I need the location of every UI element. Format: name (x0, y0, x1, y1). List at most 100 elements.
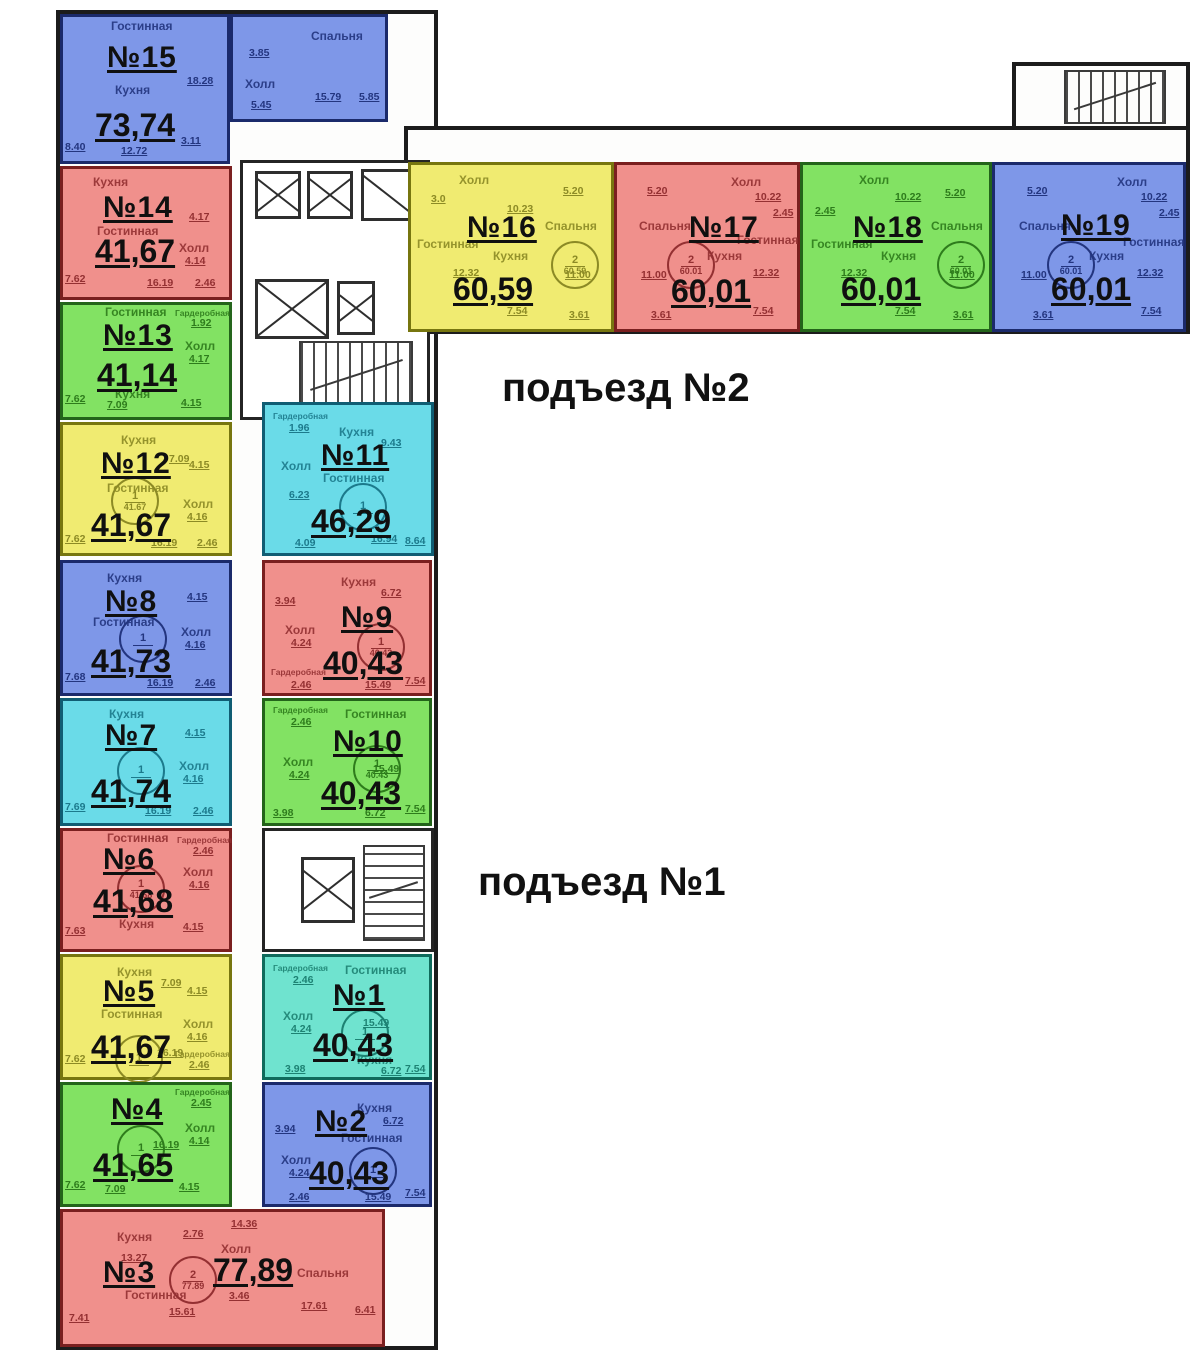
apartment-number: №14 (103, 191, 173, 224)
dim-label: 6.72 (383, 1115, 404, 1127)
dim-label: 6.23 (289, 489, 310, 501)
dim-label: 10.22 (1141, 191, 1168, 203)
room-label: Спальня (639, 219, 691, 233)
dim-label: 2.45 (815, 205, 836, 217)
room-label: Холл (183, 1017, 214, 1031)
dim-label: 16.19 (147, 677, 174, 689)
apartment-number: №5 (103, 975, 156, 1008)
dim-label: 15.49 (365, 679, 392, 691)
room-label: Холл (731, 175, 762, 189)
room-count-badge: 1 (117, 1125, 165, 1173)
apartment-area: 41,67 (91, 507, 172, 543)
room-label: Холл (285, 623, 316, 637)
dim-label: 4.14 (189, 1135, 210, 1147)
room-label: Гостинная (1123, 235, 1185, 249)
apartment-12: Кухня 7.09 №12 4.15 Гостинная 1 41.67 Хол… (60, 422, 232, 556)
badge-area: 60.59 (563, 265, 587, 276)
room-label: Гостинная (97, 224, 159, 238)
badge-area: 60.01 (1059, 265, 1083, 276)
dim-label: 7.54 (405, 1063, 426, 1075)
dim-label: 7.09 (161, 977, 182, 989)
apartment-area: 40,43 (323, 645, 404, 681)
dim-label: 5.20 (945, 187, 966, 199)
badge-area: 40.43 (365, 769, 389, 780)
apartment-area: 41,65 (93, 1147, 174, 1183)
room-label: Гардеробная (271, 667, 326, 677)
room-label: Спальня (311, 29, 363, 43)
apartment-number: №18 (853, 211, 923, 244)
dim-label: 15.49 (373, 763, 400, 775)
apartment-area: 60,59 (453, 271, 534, 307)
dim-label: 14.36 (231, 1218, 258, 1230)
room-label: Гардеробная (175, 308, 230, 318)
dim-label: 10.23 (507, 203, 534, 215)
apartment-number: №13 (103, 319, 173, 352)
dim-label: 4.15 (185, 727, 206, 739)
room-label: Кухня (109, 707, 145, 721)
room-label: Кухня (115, 387, 151, 401)
dim-label: 2.46 (189, 1059, 210, 1071)
apartment-15: Гостинная №15 18.28 Кухня 73,74 8.40 12.… (60, 14, 230, 164)
dim-label: 7.54 (405, 675, 426, 687)
entrance-1-label: подъезд №1 (478, 860, 726, 904)
dim-label: 2.46 (291, 679, 312, 691)
apartment-number: №4 (111, 1093, 164, 1126)
dim-label: 16.19 (145, 805, 172, 817)
apartment-area: 73,74 (95, 107, 176, 143)
room-label: Кухня (93, 175, 129, 189)
room-count: 1 (124, 490, 146, 503)
dim-label: 4.09 (295, 537, 316, 549)
apartment-area: 60,01 (841, 271, 922, 307)
room-count: 1 (130, 764, 152, 778)
apartment-area: 41,67 (91, 1029, 172, 1065)
room-label: Холл (283, 1009, 314, 1023)
dim-label: 2.46 (193, 805, 214, 817)
room-count: 1 (354, 1026, 376, 1040)
dim-label: 5.20 (563, 185, 584, 197)
elevator-icon (307, 171, 353, 219)
dim-label: 4.24 (291, 1023, 312, 1035)
apartment-9: Кухня 6.72 №9 3.94 Холл 4.24 1 40.43 40,4… (262, 560, 432, 696)
room-label: Кухня (707, 249, 743, 263)
dim-label: 7.54 (895, 305, 916, 317)
dim-label: 4.15 (187, 985, 208, 997)
apartment-10: Гардеробная 2.46 Гостинная №10 Холл 4.24… (262, 698, 432, 826)
room-label: Гостинная (417, 237, 479, 251)
dim-label: 11.00 (641, 269, 667, 281)
room-count-badge: 1 41.67 (111, 477, 159, 525)
dim-label: 4.24 (289, 1167, 310, 1179)
room-count: 1 (132, 632, 154, 646)
badge-area: 77.89 (181, 1280, 205, 1291)
apartment-4: №4 Гардеробная 2.45 Холл 4.14 1 16.19 41… (60, 1082, 232, 1207)
dim-label: 15.61 (169, 1306, 196, 1318)
room-count: 1 (130, 878, 152, 891)
room-count-badge: 2 60.01 (667, 241, 715, 289)
dim-label: 7.62 (65, 393, 86, 405)
apartment-area: 77,89 (213, 1252, 294, 1288)
apartment-area: 41,68 (93, 883, 174, 919)
dim-label: 12.32 (1137, 267, 1164, 279)
room-count: 1 (128, 1052, 150, 1066)
dim-label: 2.46 (197, 537, 218, 549)
badge-area: 60.01 (949, 265, 973, 276)
room-count: 2 (182, 1269, 204, 1282)
room-label: Кухня (493, 249, 529, 263)
dim-label: 7.69 (65, 801, 86, 813)
dim-label: 18.28 (187, 75, 214, 87)
room-label: Кухня (357, 1053, 393, 1067)
room-label: Холл (283, 755, 314, 769)
apartment-number: №10 (333, 725, 403, 758)
badge-area: 60.01 (679, 265, 703, 276)
dim-label: 4.16 (185, 639, 206, 651)
room-label: Гостинная (107, 831, 169, 845)
dim-label: 12.32 (753, 267, 780, 279)
room-label: Гостинная (105, 305, 167, 319)
apartment-number: №8 (105, 585, 158, 618)
dim-label: 10.22 (895, 191, 922, 203)
room-label: Гостинная (345, 963, 407, 977)
dim-label: 8.64 (405, 535, 426, 547)
dim-label: 4.15 (179, 1181, 200, 1193)
dim-label: 3.61 (651, 309, 672, 321)
room-count-badge: 1 (117, 747, 165, 795)
